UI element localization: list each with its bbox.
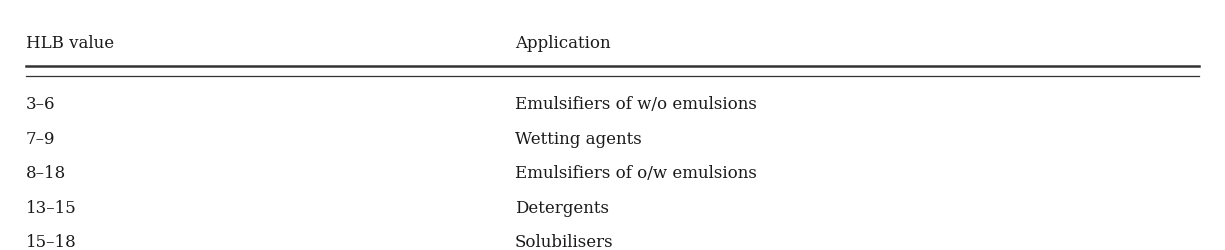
Text: Emulsifiers of w/o emulsions: Emulsifiers of w/o emulsions xyxy=(514,96,757,113)
Text: 7–9: 7–9 xyxy=(26,130,55,147)
Text: Solubilisers: Solubilisers xyxy=(514,233,614,250)
Text: Wetting agents: Wetting agents xyxy=(514,130,642,147)
Text: Application: Application xyxy=(514,34,610,51)
Text: Emulsifiers of o/w emulsions: Emulsifiers of o/w emulsions xyxy=(514,164,757,182)
Text: HLB value: HLB value xyxy=(26,34,114,51)
Text: 15–18: 15–18 xyxy=(26,233,77,250)
Text: 13–15: 13–15 xyxy=(26,199,77,216)
Text: 3–6: 3–6 xyxy=(26,96,55,113)
Text: 8–18: 8–18 xyxy=(26,164,66,182)
Text: Detergents: Detergents xyxy=(514,199,609,216)
